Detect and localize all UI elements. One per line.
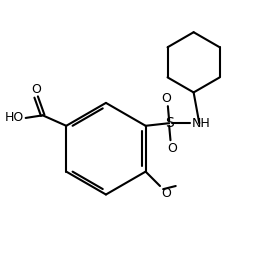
Text: O: O [167,142,177,155]
Text: S: S [165,116,174,130]
Text: HO: HO [5,111,24,124]
Text: NH: NH [191,117,210,130]
Text: O: O [161,187,171,200]
Text: O: O [31,83,41,96]
Text: O: O [161,92,171,105]
